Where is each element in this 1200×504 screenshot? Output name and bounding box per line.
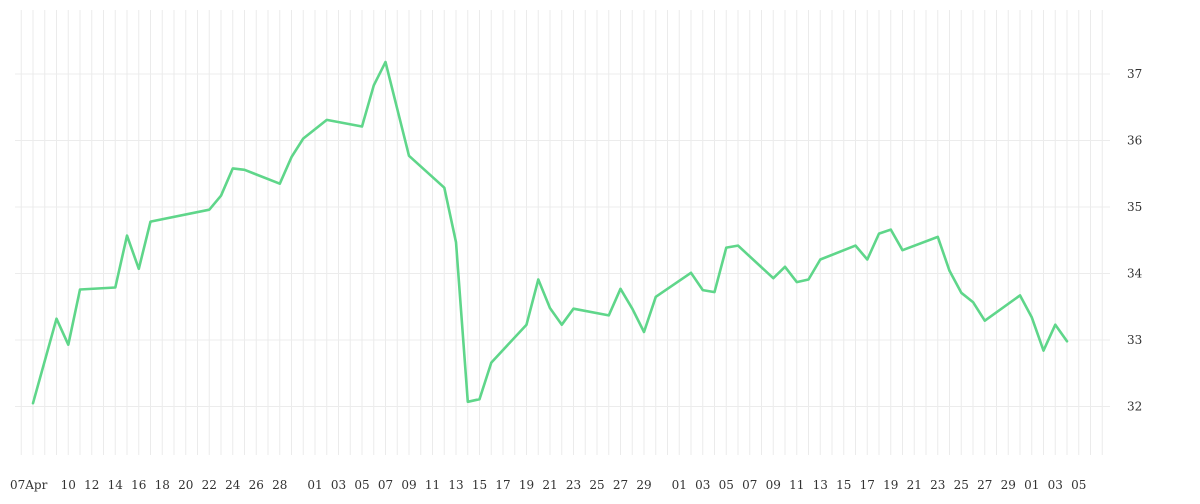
x-tick-label: 07 [742, 478, 757, 492]
y-tick-label: 35 [1127, 200, 1142, 214]
series-line [31, 60, 1069, 405]
x-tick-label: 16 [131, 478, 146, 492]
x-tick-label: 05 [719, 478, 734, 492]
x-tick-label: 03 [1048, 478, 1063, 492]
x-tick-label: 21 [542, 478, 557, 492]
y-axis-tick-labels: 32 33 34 35 36 37 [1127, 67, 1143, 414]
horizontal-gridlines [15, 73, 1110, 407]
x-tick-label: 01 [672, 478, 687, 492]
x-tick-label: 15 [472, 478, 487, 492]
x-tick-label: 20 [178, 478, 193, 492]
x-tick-label: 21 [907, 478, 922, 492]
x-tick-label: 03 [695, 478, 710, 492]
x-tick-label: 23 [566, 478, 581, 492]
x-tick-label: 29 [1001, 478, 1016, 492]
x-tick-label: 11 [789, 478, 804, 492]
x-tick-label: 15 [836, 478, 851, 492]
x-tick-label: 19 [883, 478, 898, 492]
x-tick-label: 01 [1024, 478, 1039, 492]
x-tick-label: 14 [108, 478, 124, 492]
x-axis-tick-labels: 07Apr 10 12 14 16 18 20 22 24 26 28 01 03 05 07 09 11 13 1… [10, 478, 1086, 492]
x-tick-label: 05 [354, 478, 369, 492]
x-tick-label: 09 [401, 478, 416, 492]
x-tick-label: 12 [84, 478, 99, 492]
x-tick-label: 29 [636, 478, 651, 492]
x-tick-label: 13 [813, 478, 828, 492]
x-tick-label: 25 [589, 478, 604, 492]
x-tick-label: 01 [307, 478, 322, 492]
x-tick-label: 07 [378, 478, 393, 492]
x-tick-label: 17 [495, 478, 510, 492]
x-tick-label: 18 [155, 478, 170, 492]
x-tick-label: 10 [61, 478, 76, 492]
x-tick-label: 24 [225, 478, 241, 492]
y-tick-label: 32 [1127, 400, 1142, 414]
x-tick-label: 07Apr [10, 478, 48, 492]
x-tick-label: 25 [954, 478, 969, 492]
vertical-gridlines [20, 10, 1103, 455]
series-layer [31, 60, 1069, 405]
x-tick-label: 28 [272, 478, 287, 492]
y-tick-label: 33 [1127, 333, 1142, 347]
x-tick-label: 13 [448, 478, 463, 492]
x-tick-label: 22 [202, 478, 217, 492]
x-tick-label: 05 [1071, 478, 1086, 492]
x-tick-label: 19 [519, 478, 534, 492]
x-tick-label: 11 [425, 478, 440, 492]
y-tick-label: 37 [1127, 67, 1142, 81]
x-tick-label: 03 [331, 478, 346, 492]
x-tick-label: 27 [613, 478, 628, 492]
y-tick-label: 36 [1127, 134, 1142, 148]
y-tick-label: 34 [1127, 267, 1143, 281]
x-tick-label: 23 [930, 478, 945, 492]
x-tick-label: 27 [977, 478, 992, 492]
x-tick-label: 09 [766, 478, 781, 492]
x-tick-label: 26 [249, 478, 264, 492]
x-tick-label: 17 [860, 478, 875, 492]
